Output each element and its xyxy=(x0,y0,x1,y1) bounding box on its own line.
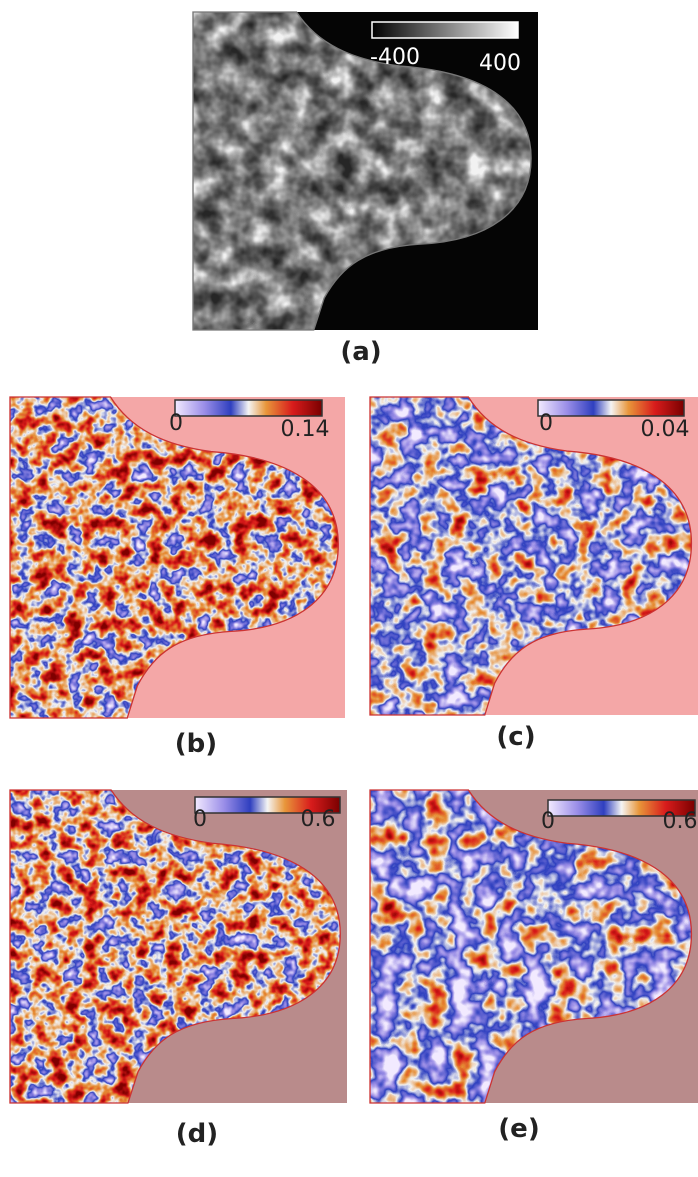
colorbar-max-label: 400 xyxy=(479,51,521,76)
panel: 0 0.14 (b) xyxy=(9,396,345,759)
tissue-outline xyxy=(9,789,341,1104)
panel-label: (b) xyxy=(175,729,217,759)
colorbar-max-label: 0.14 xyxy=(281,417,330,442)
colorbar-min-label: 0 xyxy=(541,809,555,834)
panel: 0 0.6 (d) xyxy=(9,789,347,1149)
colorbar xyxy=(371,21,519,39)
colorbar-max-label: 0.6 xyxy=(301,807,336,832)
panel-label: (c) xyxy=(496,722,535,752)
colorbar-min-label: -400 xyxy=(370,45,420,70)
panel: 0 0.6 (e) xyxy=(369,789,698,1144)
tissue-outline xyxy=(369,789,693,1104)
colorbar xyxy=(194,796,341,814)
colorbar-min-label: 0 xyxy=(539,411,553,436)
panel: -400 400 (a) xyxy=(192,11,538,367)
colorbar-max-label: 0.04 xyxy=(641,417,690,442)
tissue-outline xyxy=(369,396,693,716)
colorbar-min-label: 0 xyxy=(169,411,183,436)
panel-label: (a) xyxy=(340,337,381,367)
panel: 0 0.04 (c) xyxy=(369,396,698,752)
panel-label: (d) xyxy=(176,1119,218,1149)
tissue-outline xyxy=(192,11,532,331)
colorbar-min-label: 0 xyxy=(193,807,207,832)
colorbar-max-label: 0.6 xyxy=(663,809,698,834)
panel-label: (e) xyxy=(498,1114,539,1144)
colorbar xyxy=(537,399,685,417)
colorbar xyxy=(547,799,696,817)
colorbar xyxy=(174,399,323,417)
tissue-outline xyxy=(9,396,339,719)
